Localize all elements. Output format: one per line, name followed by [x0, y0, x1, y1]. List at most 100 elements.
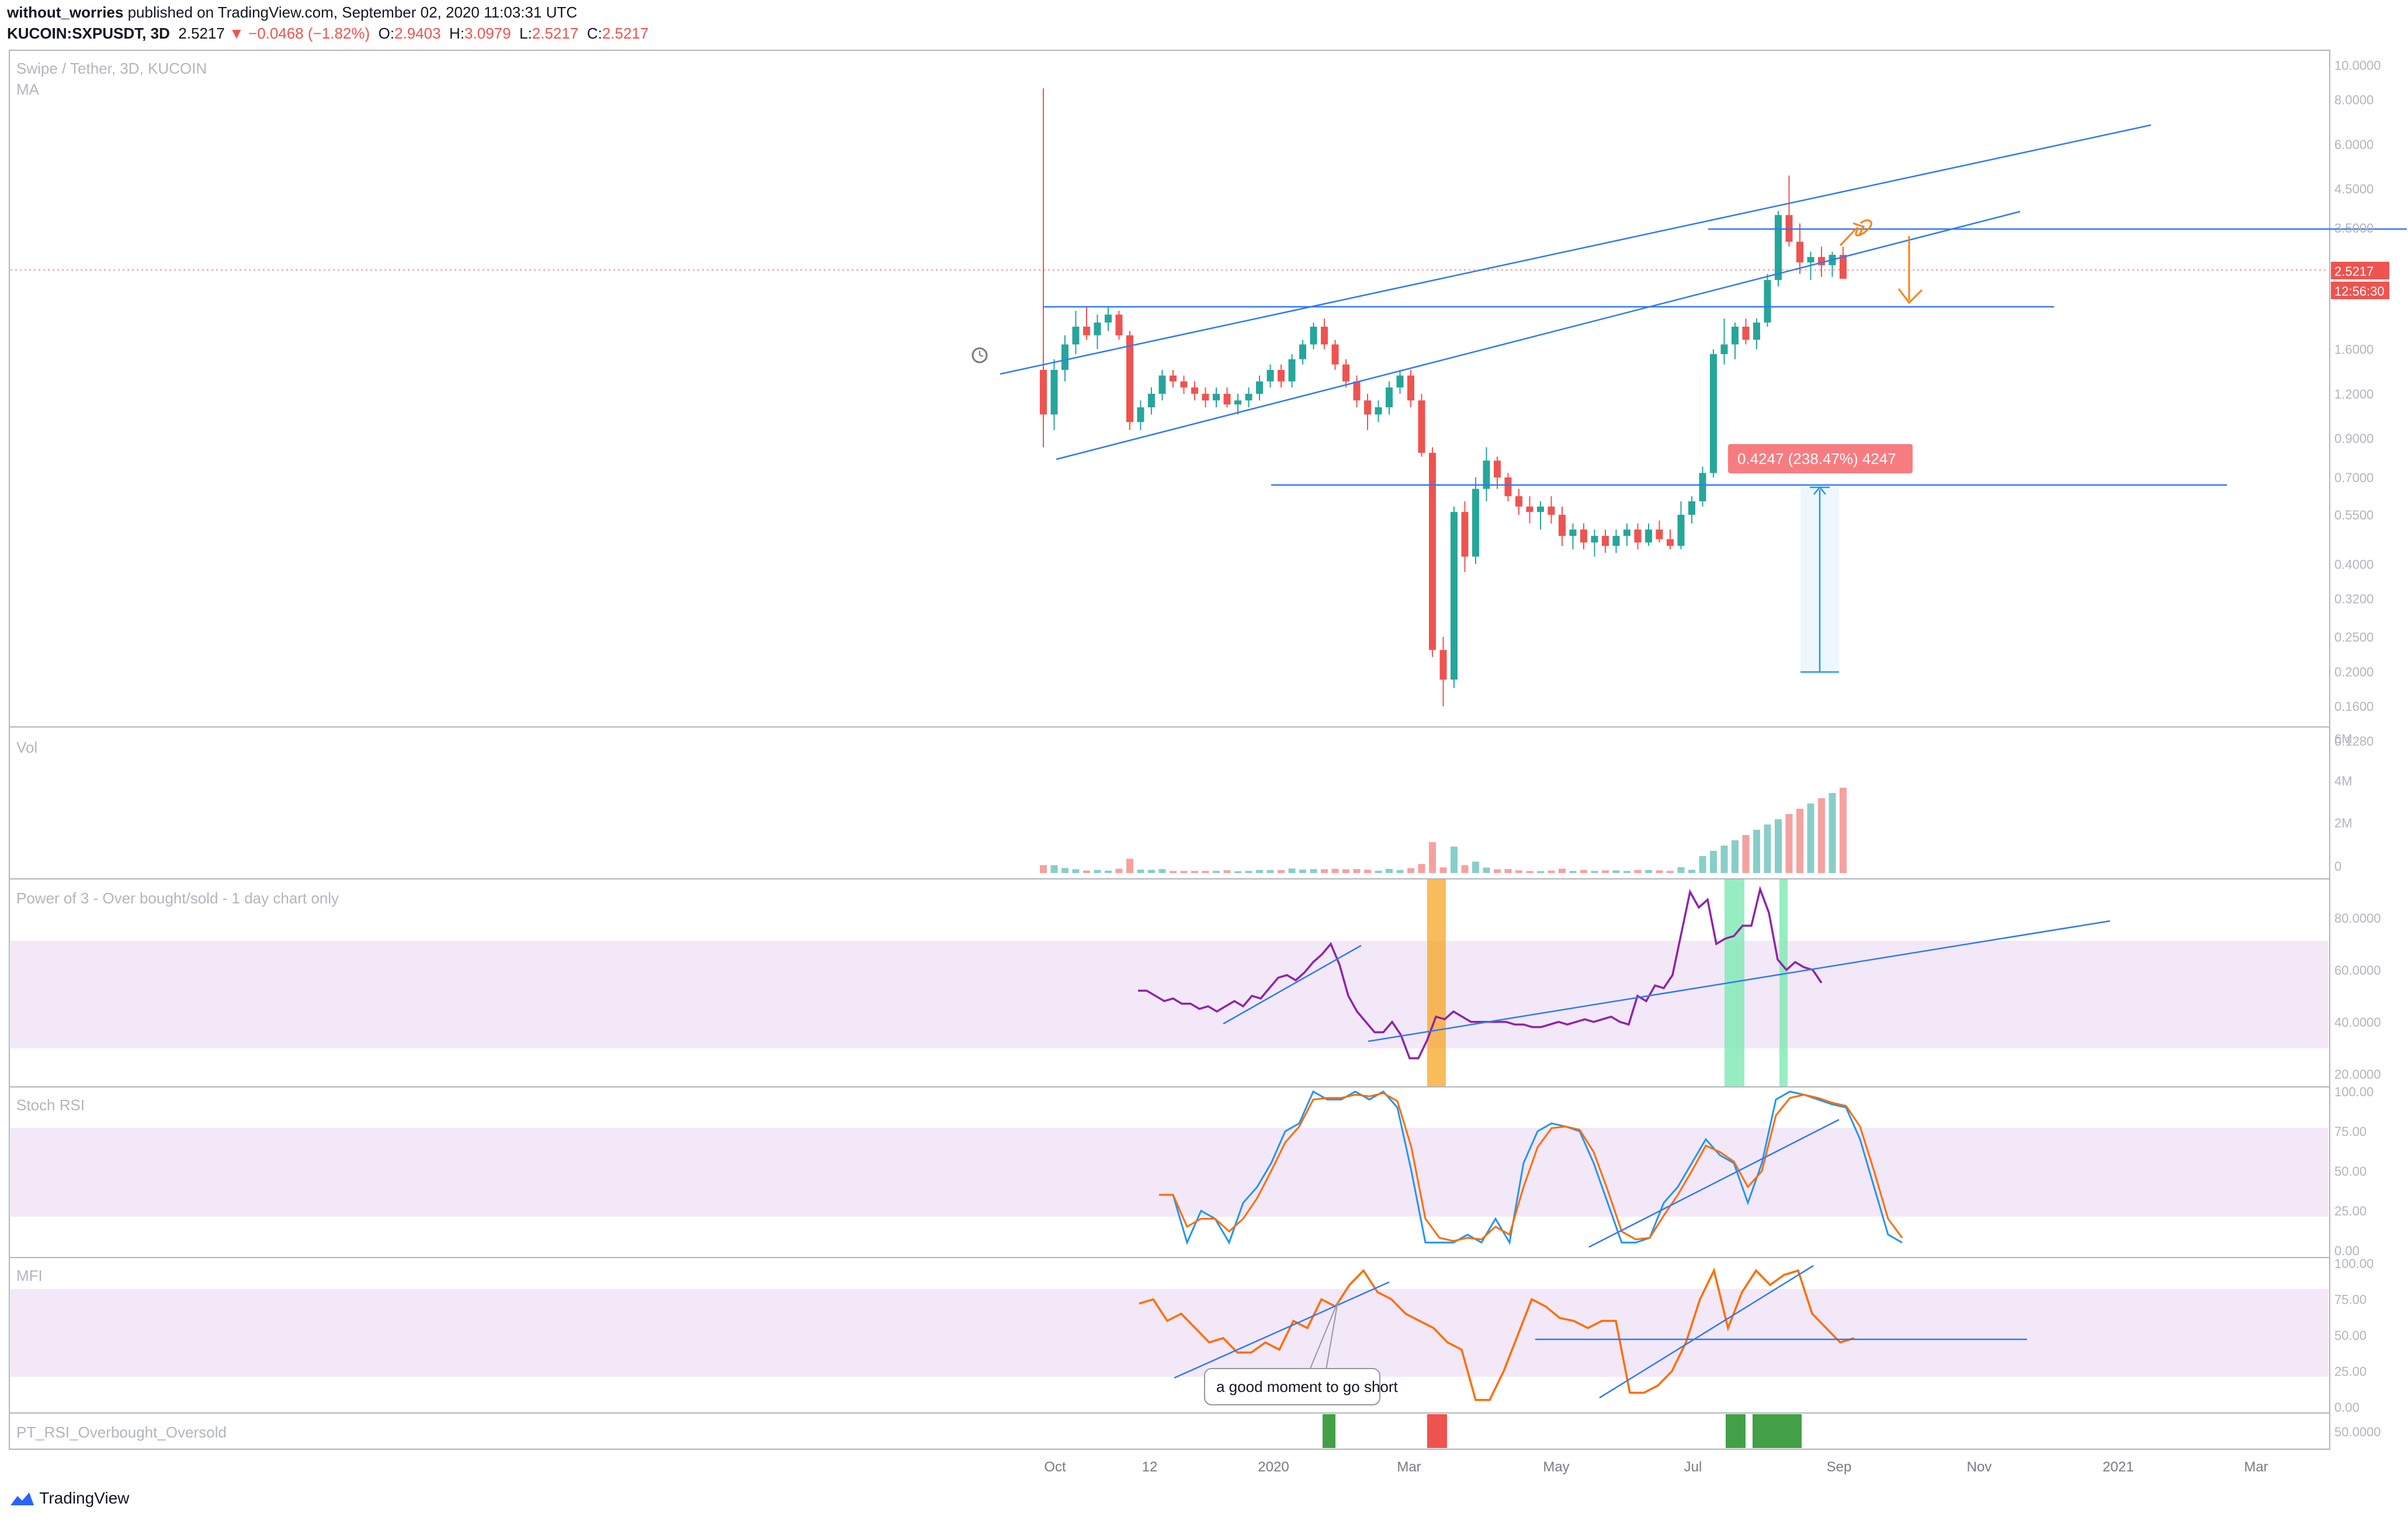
- ptrsi-block-green-1: [1323, 1414, 1335, 1448]
- volume-bar: [1483, 867, 1490, 873]
- volume-bar: [1072, 869, 1080, 873]
- volume-bar: [1191, 871, 1198, 873]
- price-tick-label: 6.0000: [2334, 137, 2374, 152]
- volume-bar: [1364, 870, 1371, 873]
- volume-bar: [1645, 870, 1652, 873]
- candle-body: [1775, 215, 1782, 280]
- tradingview-logo[interactable]: TradingView: [9, 1489, 129, 1508]
- mfi-band: [11, 1289, 2329, 1377]
- volume-bar: [1137, 870, 1144, 873]
- volume-bar: [1796, 809, 1803, 873]
- candle-body: [1559, 514, 1566, 536]
- volume-bar: [1418, 864, 1425, 873]
- volume-bar: [1050, 865, 1058, 873]
- candle-body: [1180, 381, 1188, 388]
- low-value: 2.5217: [532, 25, 579, 42]
- candle-body: [1764, 280, 1771, 323]
- volume-bar: [1677, 867, 1685, 873]
- mfi-pane-title: MFI: [16, 1267, 43, 1284]
- po3-oversold-highlight: [1427, 879, 1446, 1086]
- price-drawings: [1000, 124, 2407, 486]
- volume-bar: [1342, 869, 1349, 873]
- volume-bar: [1429, 842, 1436, 873]
- candle-body: [1623, 529, 1630, 536]
- candle-body: [1353, 381, 1361, 401]
- candle-body: [1105, 314, 1112, 323]
- candle-body: [1494, 460, 1501, 477]
- candle-body: [1688, 501, 1695, 515]
- x-tick-label: Oct: [1044, 1459, 1066, 1475]
- volume-bar: [1623, 871, 1630, 873]
- price-pane-frame: [9, 50, 2330, 728]
- po3-band: [11, 941, 2329, 1048]
- volume-bar: [1202, 871, 1209, 873]
- candle-body: [1429, 452, 1436, 650]
- candle-body: [1061, 344, 1068, 370]
- price-change: ▼ −0.0468 (−1.82%): [229, 25, 370, 42]
- x-tick-label: May: [1543, 1459, 1569, 1475]
- chart-canvas[interactable]: Swipe / Tether, 3D, KUCOIN MA Vol Power …: [0, 47, 2408, 1484]
- candle-body: [1245, 393, 1252, 401]
- price-tick-label: 1.6000: [2334, 342, 2374, 357]
- ptrsi-pane-title: PT_RSI_Overbought_Oversold: [16, 1423, 227, 1441]
- open-label: O:: [378, 25, 395, 42]
- po3-trend-main: [1368, 920, 2111, 1042]
- high-label: H:: [449, 25, 465, 42]
- po3-tick-label: 60.0000: [2334, 963, 2381, 978]
- volume-bar: [1526, 871, 1533, 873]
- stoch-pane-title: Stoch RSI: [16, 1096, 85, 1114]
- volume-bar: [1040, 865, 1047, 873]
- orange-down-arrow-head-icon: [1897, 288, 1923, 304]
- candle-body: [1040, 370, 1047, 415]
- candle-body: [1267, 370, 1274, 382]
- callout-box: [1204, 1368, 1380, 1405]
- measure-arrow-head-icon: [1813, 486, 1826, 495]
- alarm-clock-icon[interactable]: [971, 347, 988, 363]
- volume-bar: [1807, 803, 1814, 873]
- callout-leader-2: [1326, 1301, 1338, 1370]
- price-pane-title: Swipe / Tether, 3D, KUCOIN: [16, 60, 207, 77]
- candle-body: [1396, 375, 1404, 388]
- price-tick-label: 8.0000: [2334, 93, 2374, 108]
- candle-body: [1504, 477, 1512, 497]
- callout-leader-1: [1309, 1301, 1338, 1370]
- mfi-tick-label: 75.00: [2334, 1293, 2367, 1307]
- candle-body: [1569, 529, 1577, 536]
- measure-label-bg: [1728, 444, 1913, 473]
- ptrsi-pane-frame: [9, 1412, 2330, 1450]
- volume-bar: [1321, 869, 1328, 873]
- candle-body: [1710, 354, 1717, 473]
- price-tick-label: 0.1280: [2334, 734, 2374, 749]
- volume-bar: [1288, 868, 1296, 873]
- candle-body: [1342, 364, 1349, 382]
- candle-body: [1461, 512, 1469, 557]
- stoch-tick-label: 50.00: [2334, 1164, 2367, 1179]
- volume-bar: [1569, 871, 1577, 873]
- volume-bar: [1170, 871, 1177, 873]
- candle-body: [1645, 529, 1652, 543]
- x-tick-label: 12: [1142, 1459, 1158, 1475]
- volume-bar: [1461, 865, 1469, 873]
- volume-bar: [1245, 871, 1252, 873]
- volume-bar: [1331, 868, 1339, 873]
- volume-bar: [1094, 870, 1101, 873]
- channel-upper-line: [1000, 124, 2152, 375]
- candle-body: [1720, 344, 1728, 354]
- volume-bar: [1699, 856, 1706, 873]
- volume-tick-label: 2M: [2334, 816, 2353, 830]
- candle-body: [1818, 257, 1825, 265]
- last-price: 2.5217: [178, 25, 225, 42]
- volume-bar: [1148, 870, 1155, 873]
- candle-body: [1278, 370, 1285, 382]
- close-label: C:: [587, 25, 602, 42]
- volume-bar: [1472, 861, 1479, 873]
- ptrsi-block-red: [1427, 1414, 1447, 1448]
- candle-body: [1170, 375, 1177, 382]
- candle-body: [1375, 407, 1382, 415]
- candle-body: [1191, 387, 1198, 394]
- volume-bar: [1688, 870, 1695, 873]
- symbol-label: KUCOIN:SXPUSDT, 3D: [7, 25, 170, 42]
- volume-tick-label: 4M: [2334, 774, 2353, 788]
- price-tick-label: 0.5500: [2334, 508, 2374, 522]
- author-name[interactable]: without_worries: [7, 4, 124, 21]
